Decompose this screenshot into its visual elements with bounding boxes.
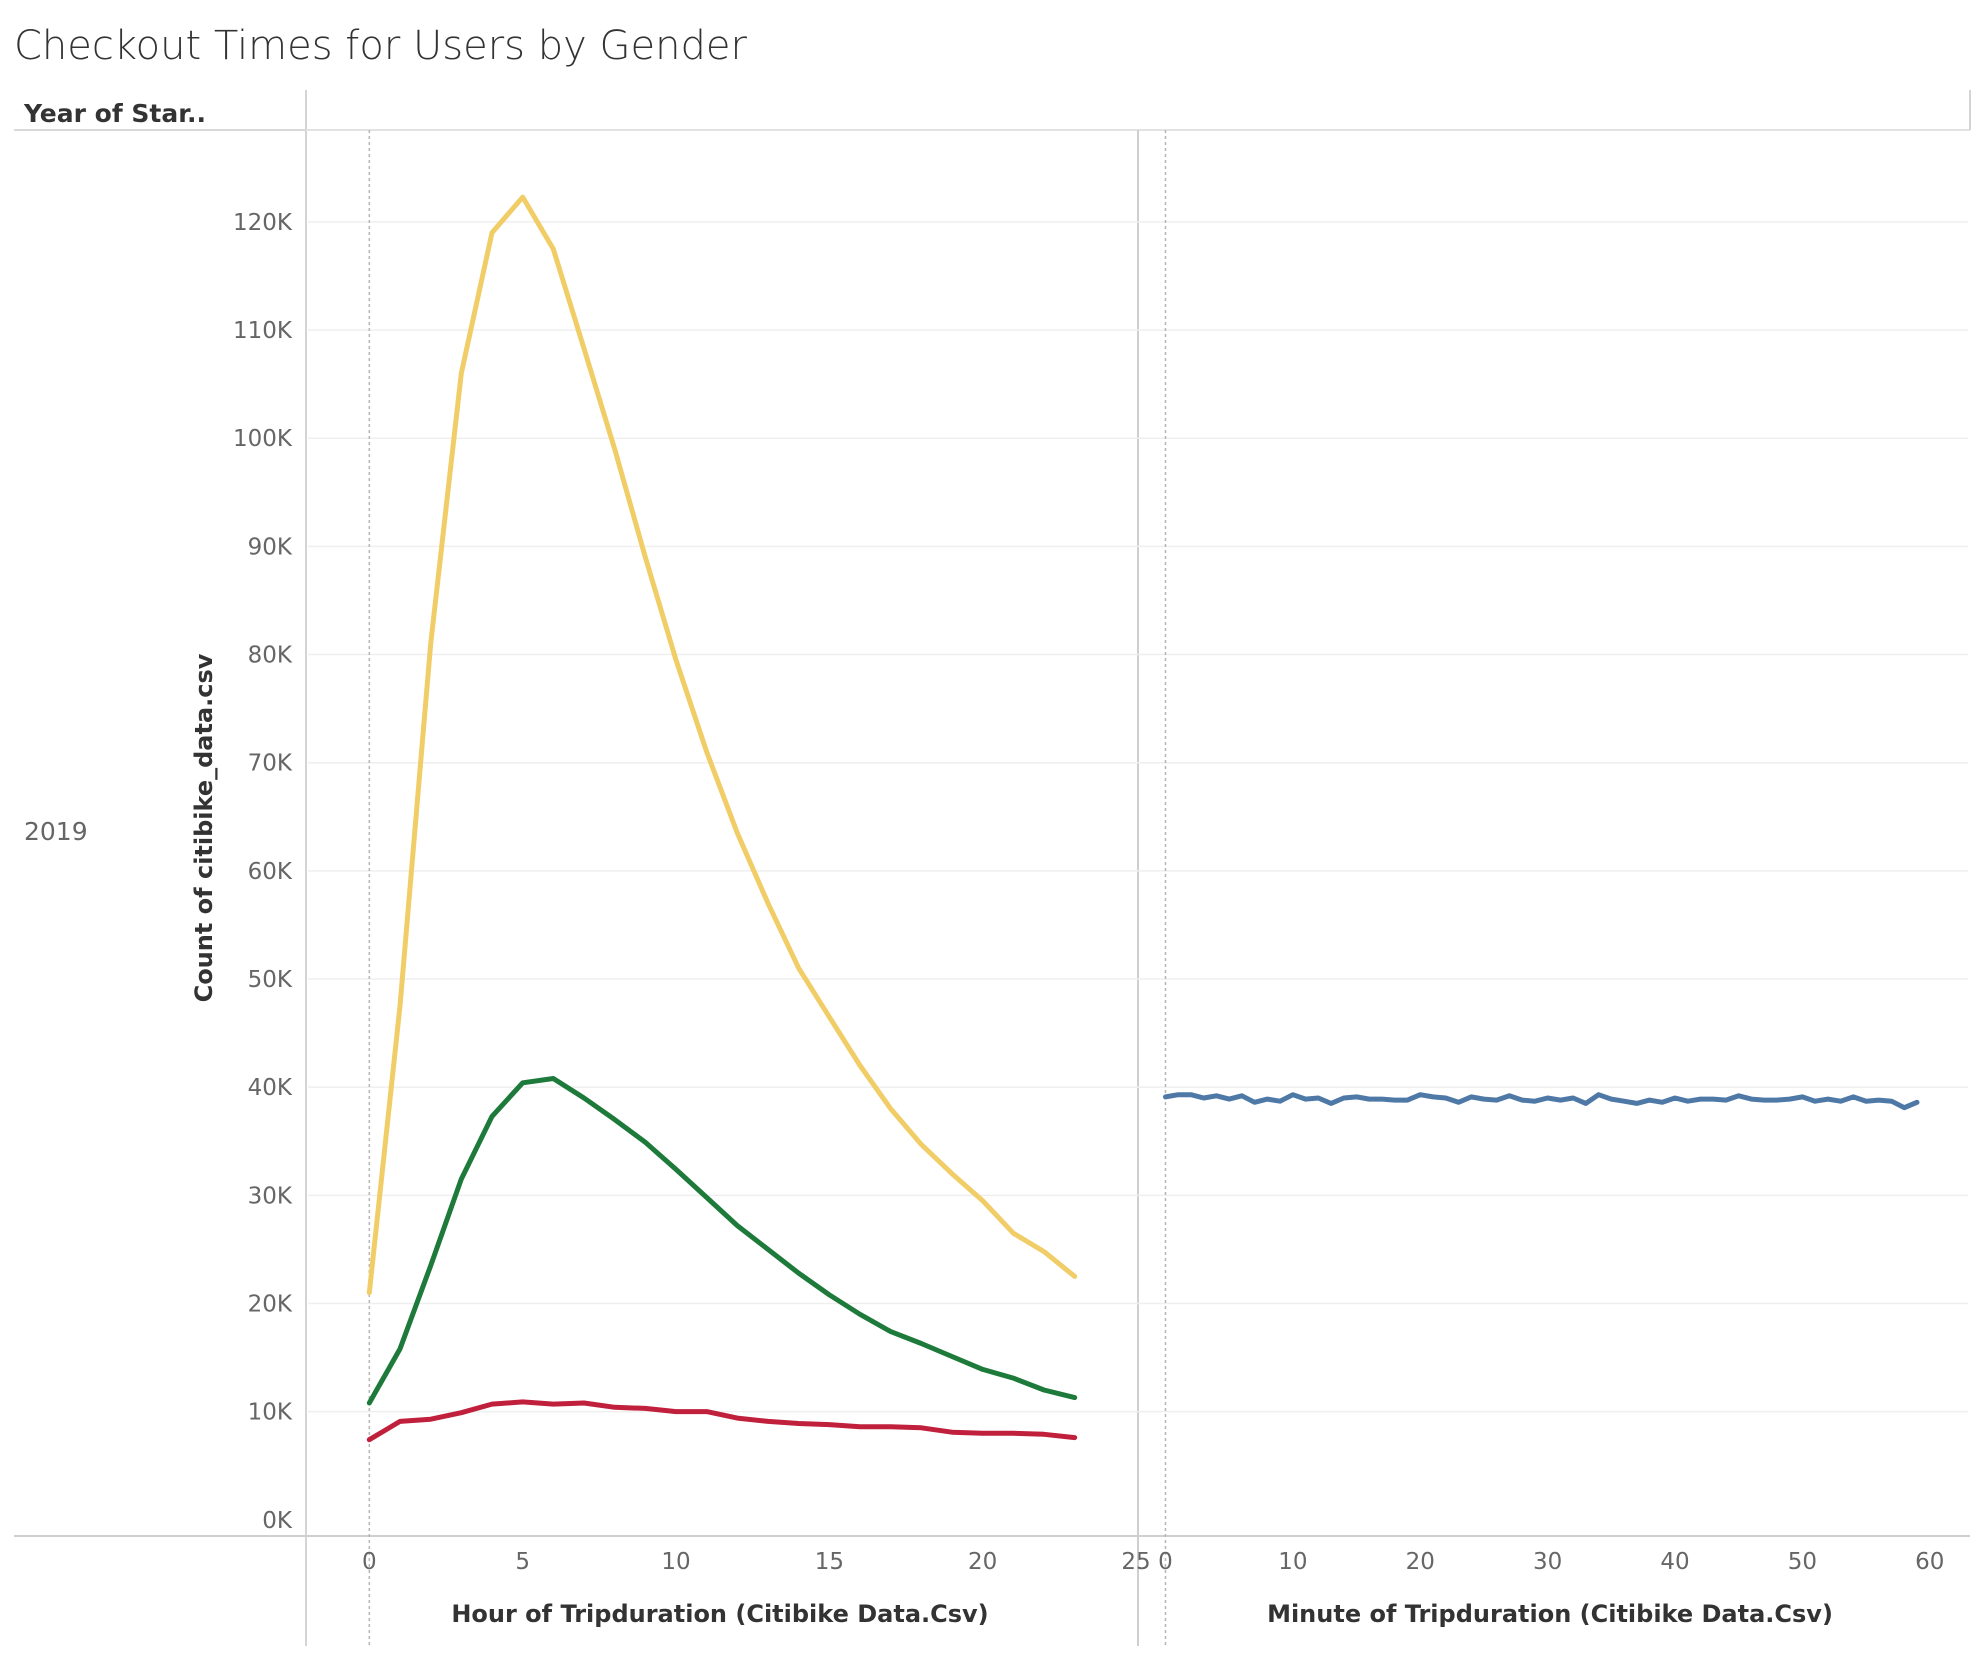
x-tick-label: 0 [1158,1549,1173,1575]
row-header[interactable]: Year of Star.. [23,99,206,128]
x-tick-label: 15 [815,1549,844,1575]
series-layer [366,194,1920,1443]
x-axis-title-minute: Minute of Tripduration (Citibike Data.Cs… [1267,1600,1833,1628]
x-tick-label: 10 [1278,1549,1307,1575]
y-tick-label: 60K [248,859,293,885]
y-tick-label: 90K [248,534,293,560]
y-tick-label: 110K [233,318,293,344]
series-line-hour-0[interactable] [366,194,1078,1296]
y-tick-label: 30K [248,1183,293,1209]
y-axis-title: Count of citibike_data.csv [190,653,218,1002]
y-tick-label: 80K [248,643,293,669]
row-label-year[interactable]: 2019 [24,817,88,846]
y-tick-label: 70K [248,751,293,777]
x-tick-label: 40 [1660,1549,1689,1575]
y-tick-label: 0K [262,1508,293,1534]
y-tick-label: 20K [248,1291,293,1317]
series-line-hour-1[interactable] [366,1076,1078,1406]
x-tick-label: 0 [362,1549,377,1575]
grid-layer [308,221,1968,1413]
x-tick-label: 20 [968,1549,997,1575]
x-tick-label: 10 [661,1549,690,1575]
x-tick-label: 50 [1788,1549,1817,1575]
x-axis-hour: 0 5 10 15 20 25 [362,1549,1151,1575]
x-tick-label: 25 [1121,1549,1150,1575]
x-tick-label: 60 [1915,1549,1944,1575]
x-tick-label: 30 [1533,1549,1562,1575]
zero-reference-lines [368,130,1167,1646]
x-axis-title-hour: Hour of Tripduration (Citibike Data.Csv) [451,1600,988,1628]
y-tick-label: 40K [248,1075,293,1101]
y-tick-label: 50K [248,967,293,993]
y-tick-label: 10K [248,1400,293,1426]
chart-title: Checkout Times for Users by Gender [14,23,747,69]
series-line-hour-2[interactable] [366,1399,1078,1443]
x-tick-label: 5 [515,1549,530,1575]
y-tick-label: 120K [233,210,293,236]
y-tick-label: 100K [233,426,293,452]
x-tick-label: 20 [1406,1549,1435,1575]
series-line-minute-0[interactable] [1163,1092,1920,1111]
x-axis-minute: 0 10 20 30 40 50 60 [1158,1549,1944,1575]
y-axis: 0K 10K 20K 30K 40K 50K 60K 70K 80K 90K 100K 110K 120… [233,210,293,1534]
